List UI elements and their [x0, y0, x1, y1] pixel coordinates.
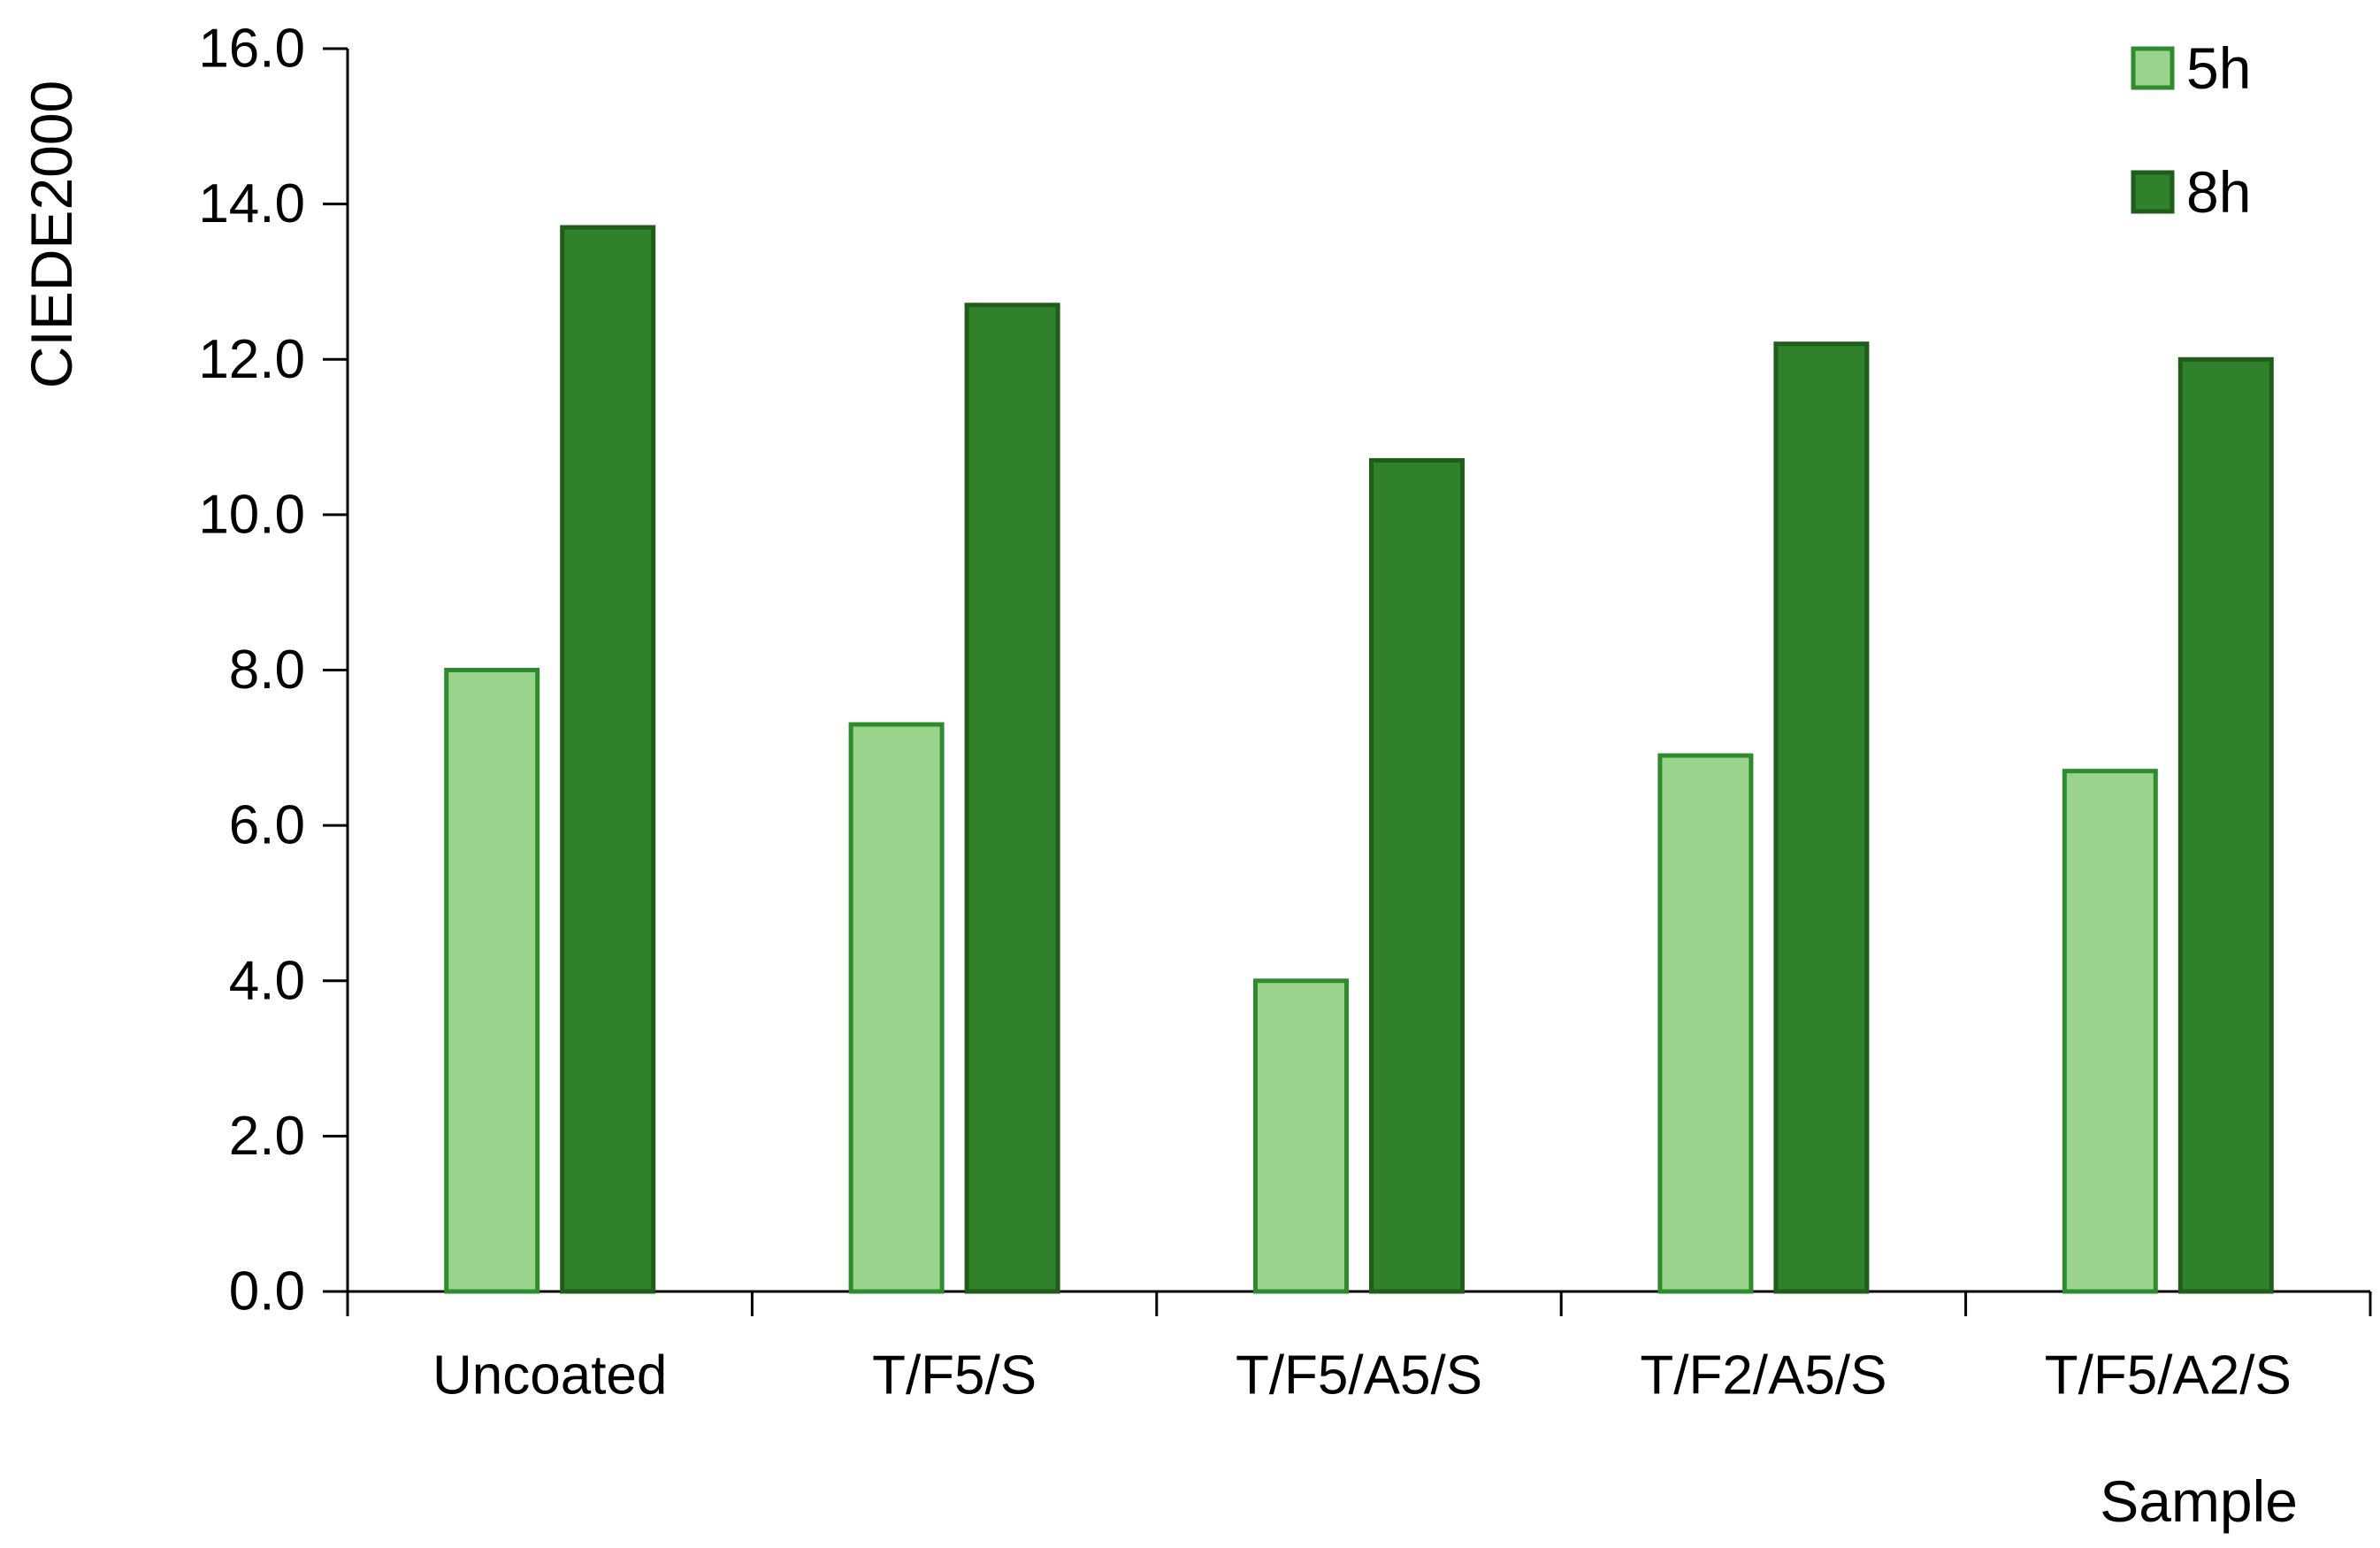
x-axis: [346, 1290, 2372, 1316]
legend-swatch-5h: [2131, 46, 2175, 90]
legend-label-5h: 5h: [2186, 35, 2251, 101]
legend-swatch-8h: [2131, 170, 2175, 214]
x-category-label: T/F5/A2/S: [2045, 1345, 2292, 1406]
y-tick-label: 2.0: [229, 1106, 305, 1167]
bar-8h-1: [964, 303, 1060, 1294]
y-tick-label: 6.0: [229, 795, 305, 856]
y-tick-label: 4.0: [229, 950, 305, 1011]
y-tick-label: 10.0: [198, 484, 305, 545]
bar-8h-3: [1773, 341, 1870, 1294]
category-labels: Uncoated T/F5/S T/F5/A5/S T/F2/A5/S T/F5/A2/…: [432, 1345, 2292, 1406]
x-category-label: Uncoated: [432, 1345, 667, 1406]
y-tick-label: 14.0: [198, 173, 305, 234]
bars: [444, 225, 2274, 1294]
bar-5h-3: [1657, 753, 1754, 1294]
y-tick-label: 8.0: [229, 640, 305, 701]
x-category-label: T/F5/A5/S: [1236, 1345, 1482, 1406]
bar-5h-2: [1253, 978, 1349, 1294]
bar-8h-4: [2177, 356, 2274, 1294]
y-tick-label: 0.0: [229, 1261, 305, 1322]
y-tick-label: 16.0: [198, 19, 305, 80]
y-axis: 0.0 2.0 4.0 6.0 8.0 10.0 12.0 14.0 16.0: [198, 19, 349, 1322]
bar-5h-4: [2062, 769, 2158, 1294]
x-category-label: T/F2/A5/S: [1640, 1345, 1886, 1406]
legend-label-8h: 8h: [2186, 159, 2251, 225]
y-axis-title: CIEDE2000: [19, 80, 84, 389]
x-category-label: T/F5/S: [872, 1345, 1037, 1406]
legend: 5h 8h: [2131, 35, 2251, 225]
bar-8h-2: [1369, 457, 1465, 1294]
bar-5h-1: [848, 722, 945, 1294]
x-axis-title: Sample: [2100, 1468, 2298, 1534]
bar-8h-0: [560, 225, 656, 1294]
bar-5h-0: [444, 668, 540, 1294]
y-tick-label: 12.0: [198, 329, 305, 390]
